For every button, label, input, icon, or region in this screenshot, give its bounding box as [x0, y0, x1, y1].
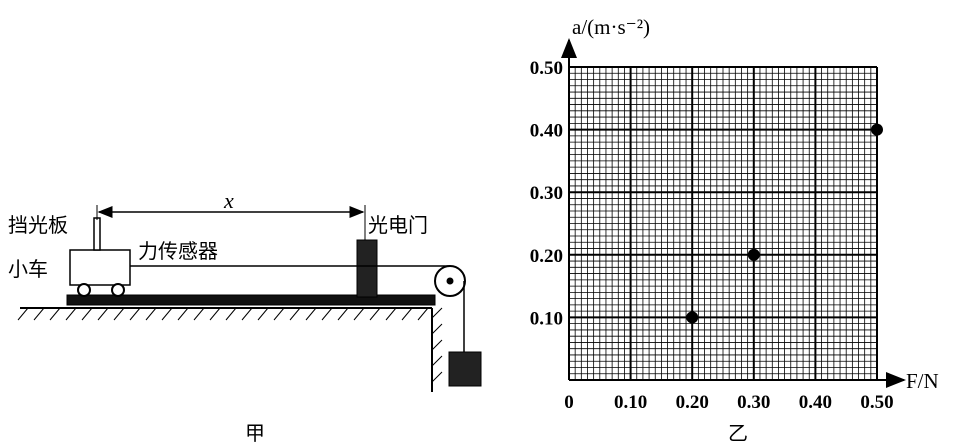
label: 光电门: [368, 213, 428, 237]
y-tick-label: 0.40: [530, 121, 563, 142]
label: 挡光板: [8, 213, 68, 237]
y-axis-label: a/(m·s⁻²): [572, 15, 650, 39]
caption: 甲: [245, 421, 265, 445]
x-tick-label: 0.10: [614, 392, 647, 413]
x-tick-label: 0.50: [860, 392, 893, 413]
x-tick-label: 0.40: [799, 392, 832, 413]
label: 力传感器: [138, 239, 218, 263]
caption: 乙: [728, 421, 748, 445]
point: [686, 311, 698, 323]
y-tick-label: 0.10: [530, 308, 563, 329]
y-tick-label: 0.20: [530, 246, 563, 267]
x-tick-label: 0.20: [676, 392, 709, 413]
x-axis-label: F/N: [906, 369, 939, 393]
figure: 挡光板 小车 力传感器 x 光电门 甲 乙 a/(m·s⁻²) F/N 0 0.1…: [0, 0, 954, 446]
point: [871, 124, 883, 136]
point: [748, 249, 760, 261]
y-tick-label: 0.50: [530, 58, 563, 79]
label: x: [223, 188, 234, 213]
label: 小车: [8, 257, 48, 281]
plot: 0 0.10 0.20 0.30 0.40 0.50 0.10 0.20 0.30 0.40 0.5…: [530, 40, 904, 413]
x-tick-label: 0: [564, 392, 574, 413]
x-tick-label: 0.30: [737, 392, 770, 413]
y-tick-label: 0.30: [530, 183, 563, 204]
